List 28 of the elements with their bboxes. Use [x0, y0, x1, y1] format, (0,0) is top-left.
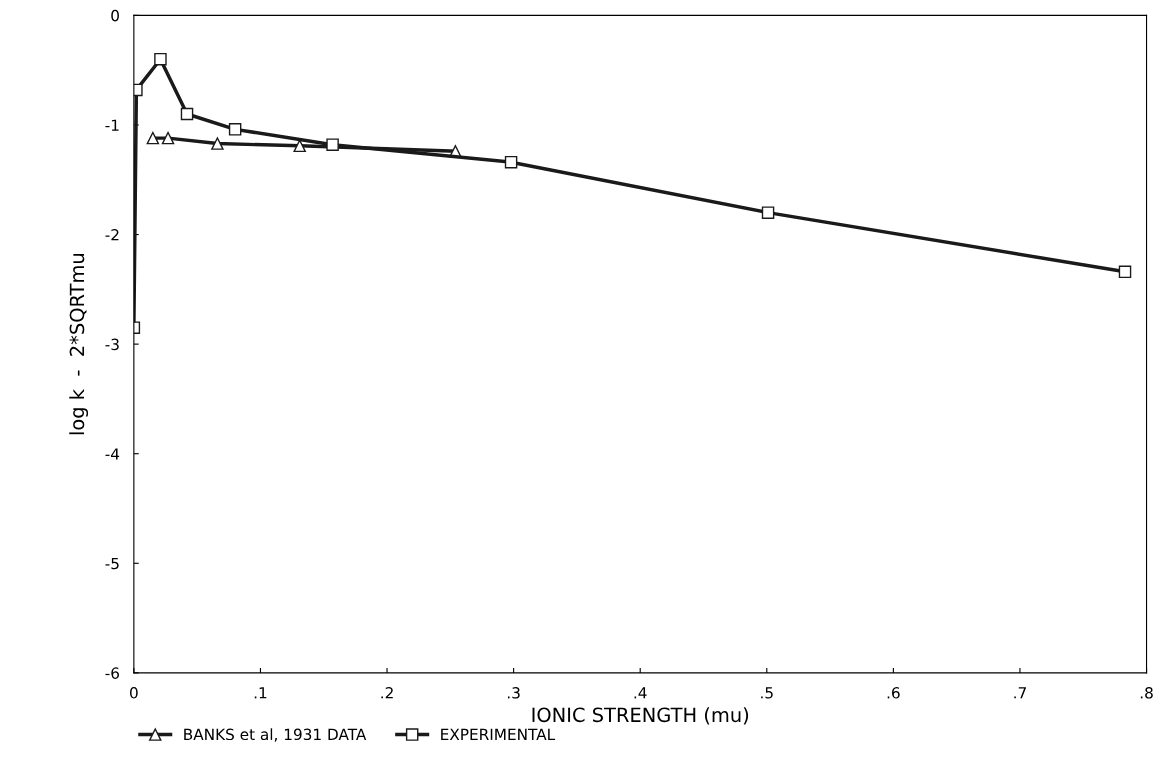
- point: [180, 107, 194, 121]
- x-tick-label: .5: [761, 687, 773, 699]
- x-tick-label: .7: [1014, 687, 1026, 699]
- x-tick-label: .2: [381, 687, 393, 699]
- point: [761, 206, 775, 219]
- point: [154, 52, 167, 66]
- y-tick-label: -3: [105, 338, 119, 351]
- x-tick-label: .4: [634, 687, 647, 699]
- point: [326, 138, 339, 151]
- x-tick-label: .3: [507, 687, 520, 699]
- point: [228, 123, 242, 136]
- y-tick-label: -2: [105, 229, 119, 241]
- point: [1118, 265, 1132, 279]
- legend-label: BANKS et al, 1931 DATA: [184, 728, 367, 742]
- y-tick-label: -1: [105, 119, 119, 131]
- x-tick-label: .1: [254, 687, 267, 699]
- x-tick-label: .8: [1140, 687, 1153, 699]
- y-tick-label: -6: [105, 667, 120, 679]
- x-axis-title: IONIC STRENGTH (mu): [532, 707, 749, 725]
- point: [504, 155, 518, 169]
- y-tick-label: -5: [105, 557, 119, 570]
- x-tick-label: 0: [130, 687, 138, 699]
- y-tick-label: 0: [111, 9, 119, 22]
- y-tick-label: -4: [105, 448, 120, 460]
- point: [146, 131, 160, 145]
- legend-label: EXPERIMENTAL: [441, 728, 556, 740]
- x-tick-label: .6: [887, 687, 900, 699]
- y-axis-title: log k - 2*SQRTmu: [69, 253, 89, 435]
